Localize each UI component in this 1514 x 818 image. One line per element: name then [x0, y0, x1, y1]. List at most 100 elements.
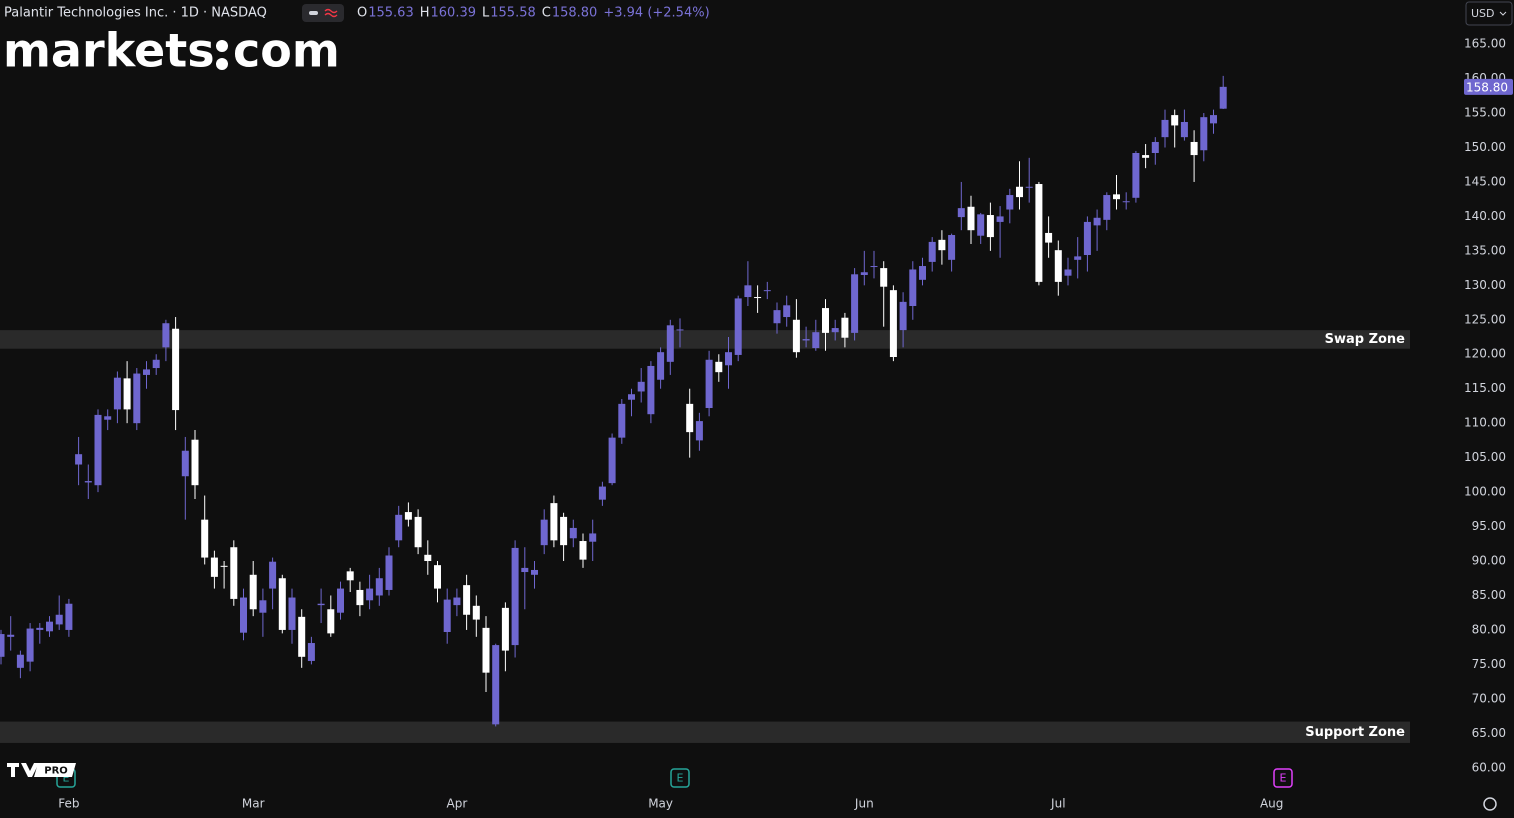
candle-body	[996, 216, 1004, 222]
candle-body	[75, 454, 83, 465]
candle-body	[36, 627, 44, 630]
header: Palantir Technologies Inc. · 1D · NASDAQ…	[4, 4, 710, 22]
candle-body	[404, 512, 412, 520]
ohlc-value: 160.39	[431, 6, 477, 21]
candle-body	[395, 514, 403, 541]
candle-body	[531, 569, 538, 575]
candle-body	[860, 272, 868, 275]
candle-body	[443, 599, 451, 632]
candle-body	[948, 235, 956, 260]
candle-body	[1035, 184, 1043, 282]
logo: markets com	[3, 24, 340, 78]
ohlc-key: L	[482, 6, 490, 21]
y-tick-label: 80.00	[1472, 622, 1506, 636]
candle-body	[744, 285, 752, 298]
candle-body	[919, 266, 926, 280]
candle-body	[453, 597, 461, 606]
candle-body	[327, 609, 335, 634]
candle-body	[822, 308, 829, 333]
candle-body	[113, 377, 121, 410]
candle-body	[783, 305, 791, 318]
candle-body	[773, 310, 781, 324]
candle-body	[1171, 115, 1179, 126]
ohlc-value: 155.63	[368, 6, 414, 21]
candle-body	[366, 588, 374, 601]
x-tick-label: Aug	[1260, 797, 1283, 811]
earnings-icon[interactable]	[1273, 768, 1293, 788]
y-tick-label: 165.00	[1464, 37, 1506, 51]
earnings-icon[interactable]	[670, 768, 690, 788]
candle-body	[501, 607, 509, 651]
candle-body	[1074, 256, 1082, 260]
candle-body	[705, 359, 713, 409]
candle-body	[133, 373, 141, 424]
candle-body	[472, 605, 480, 620]
candle-body	[579, 541, 587, 560]
candle-body	[870, 266, 878, 268]
candle-body	[666, 325, 674, 362]
candle-body	[841, 317, 849, 338]
y-tick-label: 75.00	[1472, 657, 1506, 671]
candle-body	[628, 394, 635, 400]
y-tick-label: 100.00	[1464, 485, 1506, 499]
candle-body	[55, 614, 63, 625]
candle-body	[249, 574, 257, 610]
candle-body	[181, 450, 189, 477]
settings-button[interactable]	[1483, 797, 1497, 811]
candle-body	[734, 298, 742, 355]
candle-body	[1190, 141, 1198, 156]
candle-body	[1219, 86, 1227, 109]
candle-body	[598, 486, 606, 500]
tv-icon	[7, 763, 39, 777]
candle-body	[909, 269, 917, 307]
currency-select[interactable]	[1465, 1, 1513, 26]
candle-body	[269, 561, 277, 589]
zone	[0, 330, 1410, 349]
candle-body	[851, 274, 859, 333]
status-icon	[324, 8, 338, 18]
candle-body	[424, 554, 432, 562]
candle-body	[104, 416, 112, 420]
y-tick-label: 130.00	[1464, 278, 1506, 292]
tv-logo: PRO	[7, 763, 76, 777]
y-tick-label: 150.00	[1464, 140, 1506, 154]
x-tick-label: Mar	[242, 797, 265, 811]
zone-label: Swap Zone	[1325, 332, 1406, 347]
status-icon	[309, 11, 318, 15]
candle-body	[1200, 117, 1208, 151]
x-tick-label: Feb	[58, 797, 79, 811]
y-tick-label: 85.00	[1472, 588, 1506, 602]
candle-body	[957, 208, 965, 218]
candle-body	[608, 437, 616, 484]
candle-body	[434, 565, 441, 589]
candle-body	[899, 301, 907, 331]
candle-body	[94, 414, 102, 486]
symbol-title: Palantir Technologies Inc. · 1D · NASDAQ	[4, 6, 267, 21]
candle-body	[356, 589, 364, 606]
y-tick-label: 95.00	[1472, 519, 1506, 533]
candle-body	[346, 571, 354, 581]
candle-body	[977, 214, 985, 236]
y-tick-label: 140.00	[1464, 209, 1506, 223]
dropdown-arrow	[1499, 11, 1507, 16]
candle-body	[889, 290, 897, 358]
candle-body	[7, 634, 15, 637]
candle-body	[1103, 195, 1111, 220]
candle-body	[637, 381, 645, 392]
candle-body	[560, 516, 568, 546]
candle-body	[230, 547, 238, 599]
candle-body	[385, 555, 393, 590]
candle-body	[647, 365, 655, 415]
candle-body	[84, 481, 92, 483]
y-tick-label: 125.00	[1464, 312, 1506, 326]
logo-dot	[216, 40, 228, 52]
y-tick-label: 90.00	[1472, 554, 1506, 568]
candle-body	[152, 359, 160, 369]
status-badge[interactable]	[302, 4, 344, 22]
candle-body	[191, 439, 199, 486]
candle-body	[1064, 269, 1072, 276]
candle-body	[511, 547, 519, 646]
candle-body	[259, 600, 267, 613]
